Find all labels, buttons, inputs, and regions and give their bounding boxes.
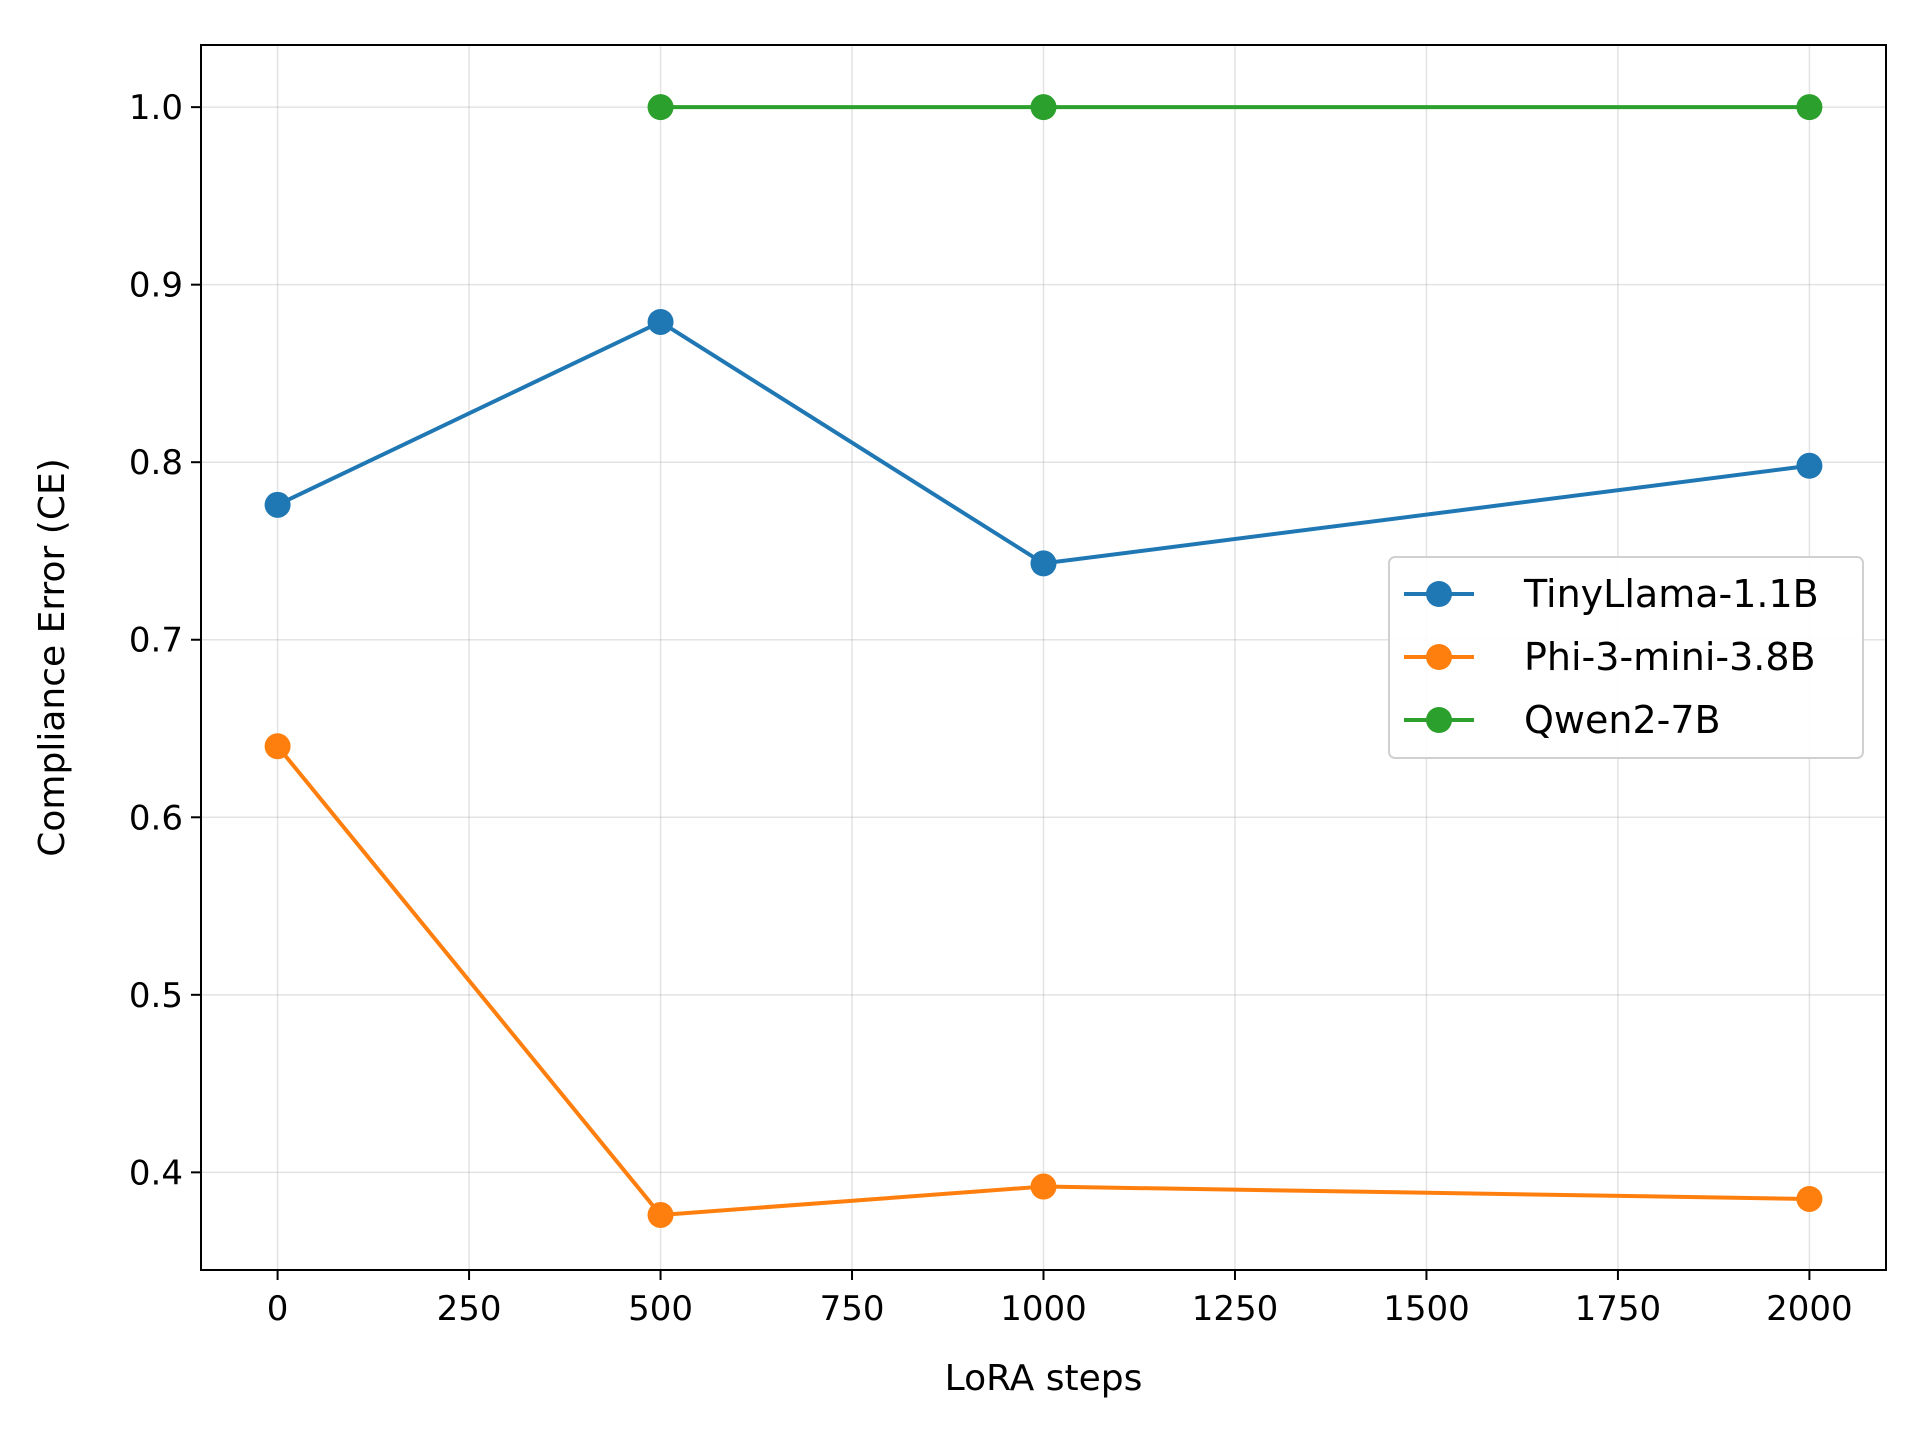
- series-1: [264, 733, 1823, 1228]
- x-axis-ticks: 0 250 500 750 1000 1250 1500 1750 2000: [267, 1270, 1853, 1329]
- legend-marker: [1426, 707, 1452, 733]
- legend-label: Qwen2-7B: [1524, 698, 1721, 742]
- data-point: [647, 94, 674, 121]
- x-axis-label: LoRA steps: [945, 1358, 1143, 1399]
- series-layer: [264, 94, 1823, 1228]
- legend-label: TinyLlama-1.1B: [1523, 572, 1819, 616]
- y-tick-label: 0.9: [129, 266, 183, 306]
- x-tick-label: 1500: [1383, 1289, 1470, 1329]
- data-point: [647, 308, 674, 335]
- data-point: [1796, 1185, 1823, 1212]
- data-point: [1030, 1173, 1057, 1200]
- y-tick-label: 0.5: [129, 976, 183, 1016]
- series-line: [276, 319, 1810, 566]
- x-tick-label: 2000: [1766, 1289, 1853, 1329]
- y-tick-label: 0.7: [129, 621, 183, 661]
- y-tick-label: 0.4: [129, 1153, 183, 1193]
- legend-entry: Qwen2-7B: [1404, 698, 1721, 742]
- x-tick-label: 250: [437, 1289, 502, 1329]
- y-tick-label: 0.8: [129, 443, 183, 483]
- data-point: [264, 491, 291, 518]
- data-point: [1030, 94, 1057, 121]
- data-point: [647, 1201, 674, 1228]
- legend-marker: [1426, 644, 1452, 670]
- x-tick-label: 1000: [1000, 1289, 1087, 1329]
- data-point: [1796, 452, 1823, 479]
- x-tick-label: 750: [820, 1289, 885, 1329]
- data-point: [1030, 550, 1057, 577]
- y-axis-ticks: 0.4 0.5 0.6 0.7 0.8 0.9 1.0: [129, 88, 201, 1193]
- legend-marker: [1426, 581, 1452, 607]
- y-axis-label: Compliance Error (CE): [32, 458, 73, 857]
- series-2: [647, 94, 1823, 121]
- legend-entry: TinyLlama-1.1B: [1404, 572, 1819, 616]
- y-tick-label: 1.0: [129, 88, 183, 128]
- series-line: [276, 745, 1810, 1217]
- grid-lines: [201, 45, 1886, 1270]
- data-point: [264, 733, 291, 760]
- series-0: [264, 308, 1823, 577]
- y-tick-label: 0.6: [129, 798, 183, 838]
- x-tick-label: 500: [628, 1289, 693, 1329]
- legend-label: Phi-3-mini-3.8B: [1524, 635, 1816, 679]
- legend-entry: Phi-3-mini-3.8B: [1404, 635, 1816, 679]
- x-tick-label: 1250: [1192, 1289, 1279, 1329]
- x-tick-label: 1750: [1575, 1289, 1662, 1329]
- data-point: [1796, 94, 1823, 121]
- legend-box: [1388, 556, 1864, 759]
- legend: TinyLlama-1.1B Phi-3-mini-3.8B Qwen2-7B: [1388, 556, 1864, 759]
- x-tick-label: 0: [267, 1289, 289, 1329]
